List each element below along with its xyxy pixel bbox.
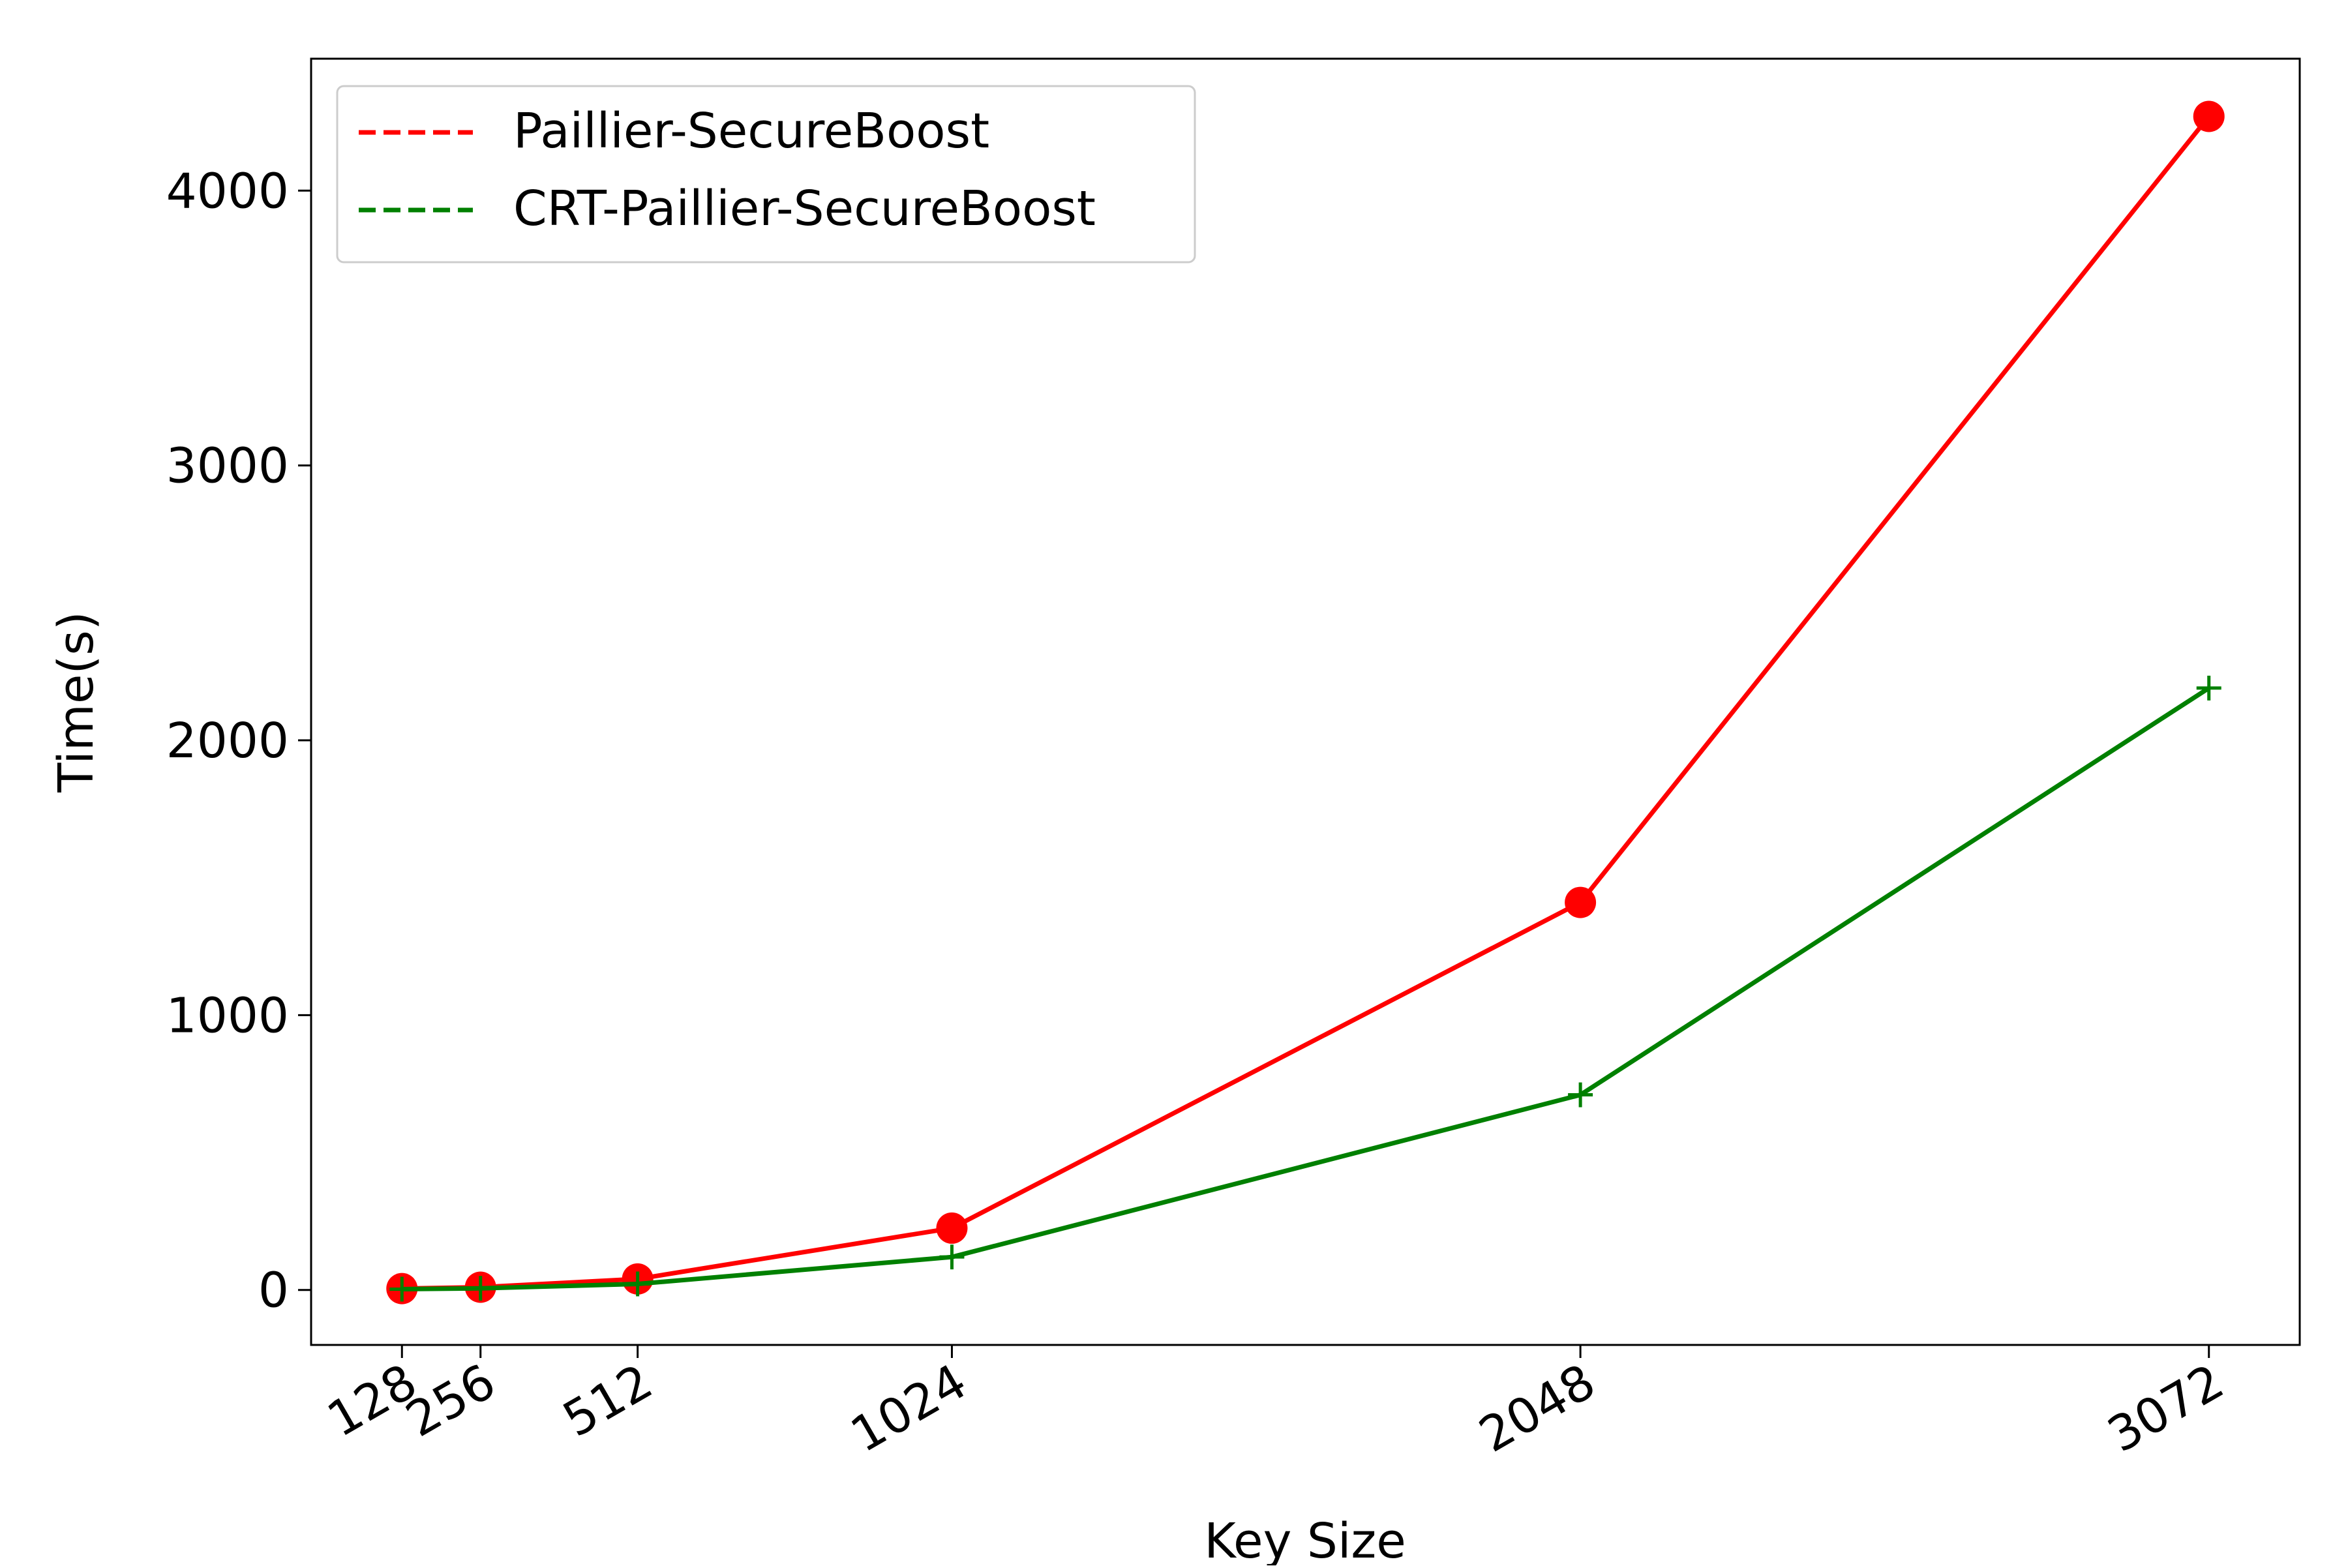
legend-frame (336, 85, 1196, 264)
y-tick-label: 4000 (166, 163, 289, 219)
plot-frame (310, 57, 2301, 1346)
data-point-marker (468, 1276, 493, 1301)
data-point-marker (2196, 675, 2221, 701)
x-axis-label: Key Size (1204, 1513, 1406, 1565)
data-point-marker (936, 1212, 968, 1244)
y-axis-ticks: 0 1000 2000 3000 4000 (166, 163, 311, 1319)
y-tick-label: 3000 (166, 438, 289, 494)
y-axis-label: Time(s) (48, 611, 104, 792)
y-tick-label: 0 (258, 1263, 289, 1319)
y-tick-label: 2000 (166, 713, 289, 769)
data-point-marker (1565, 886, 1597, 918)
series-layer (386, 100, 2225, 1304)
data-point-marker (1568, 1082, 1593, 1108)
data-point-marker (2193, 100, 2225, 132)
series-line-1 (399, 686, 2212, 1291)
legend-label-crt-paillier: CRT-Paillier-SecureBoost (513, 181, 1096, 237)
legend-label-paillier: Paillier-SecureBoost (513, 103, 989, 159)
data-point-marker (389, 1276, 415, 1302)
legend: Paillier-SecureBoost CRT-Paillier-Secure… (336, 85, 1196, 264)
y-tick-label: 1000 (166, 988, 289, 1044)
data-point-marker (625, 1271, 650, 1297)
data-point-marker (939, 1244, 965, 1270)
